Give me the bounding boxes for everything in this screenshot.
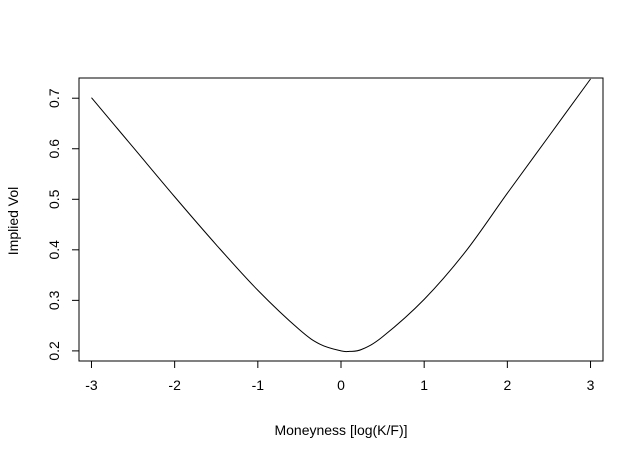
series-line <box>91 78 591 353</box>
y-tick-label: 0.6 <box>46 139 62 159</box>
x-tick-label: 0 <box>337 377 345 393</box>
y-tick-label: 0.4 <box>46 240 62 260</box>
x-tick-label: -1 <box>252 377 265 393</box>
x-tick-label: -3 <box>85 377 98 393</box>
x-tick-label: -2 <box>168 377 181 393</box>
x-axis: -3 -2 -1 0 1 2 3 <box>85 360 595 393</box>
y-axis: 0.2 0.3 0.4 0.5 0.6 0.7 <box>46 88 80 361</box>
y-tick-label: 0.2 <box>46 341 62 361</box>
y-tick-label: 0.7 <box>46 88 62 108</box>
plot-frame <box>78 77 604 362</box>
y-tick-label: 0.5 <box>46 189 62 209</box>
x-tick-label: 1 <box>420 377 428 393</box>
y-axis-title: Implied Vol <box>5 187 21 255</box>
y-tick-label: 0.3 <box>46 290 62 310</box>
series-layer <box>91 78 591 353</box>
x-tick-label: 3 <box>587 377 595 393</box>
x-axis-title: Moneyness [log(K/F)] <box>274 422 407 438</box>
x-tick-label: 2 <box>503 377 511 393</box>
